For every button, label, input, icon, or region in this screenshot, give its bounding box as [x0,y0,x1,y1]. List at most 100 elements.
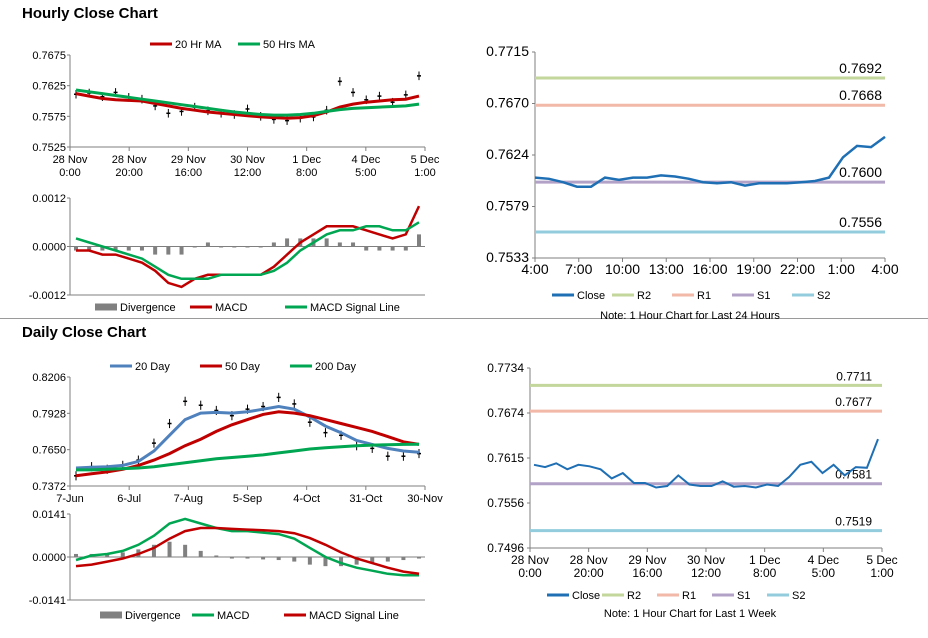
daily-levels-xtick-label-6-b: 1:00 [870,566,894,580]
hourly-levels-legend-label-0: Close [577,290,605,302]
daily-price-xtick-label-0: 7-Jun [56,493,84,505]
hourly-macd-divergence-bar-19 [324,238,329,247]
daily-levels-xtick-label-5-b: 5:00 [812,566,836,580]
hourly-levels-ytick-label-0: 0.7715 [486,43,529,59]
daily-levels-legend-label-0: Close [572,590,600,602]
daily-levels-label-S2: 0.7519 [835,515,872,529]
daily-macd-legend-label-0: Divergence [125,610,181,622]
section-divider [0,318,928,319]
daily-macd-divergence-bar-21 [401,557,406,561]
daily-macd-ytick-label-1: 0.0000 [32,552,66,564]
daily-macd-divergence-bar-9 [214,555,219,557]
hourly-macd-legend-label-0: Divergence [120,302,176,314]
hourly-levels-legend-label-1: R2 [637,290,651,302]
hourly-price-xtick-label-0-b: 0:00 [59,167,80,179]
hourly-price-series-1 [75,88,420,117]
hourly-levels-xtick-label-0: 4:00 [521,261,548,277]
hourly-levels-xtick-label-4: 16:00 [692,261,727,277]
daily-macd-series-1 [75,526,420,576]
daily-price-xtick-label-3: 5-Sep [233,493,262,505]
daily-levels-note: Note: 1 Hour Chart for Last 1 Week [604,608,777,620]
daily-levels-ytick-label-1: 0.7674 [487,406,524,420]
daily-macd-divergence-bar-10 [229,557,234,559]
hourly-price-xtick-label-6-a: 5 Dec [411,154,440,166]
daily-levels-xtick-label-3-a: 30 Nov [687,553,725,567]
hourly-price-xtick-label-2-b: 16:00 [175,167,203,179]
hourly-macd-divergence-bar-13 [245,246,250,248]
daily-levels-legend-label-1: R2 [627,590,641,602]
hourly-levels-note: Note: 1 Hour Chart for Last 24 Hours [600,310,780,322]
hourly-macd-divergence-bar-9 [192,246,197,248]
hourly-section-title: Hourly Close Chart [22,5,158,22]
hourly-price-xtick-label-1-b: 20:00 [115,167,143,179]
hourly-levels-legend-label-3: S1 [757,290,770,302]
hourly-levels-ytick-label-2: 0.7624 [486,146,529,162]
daily-levels-xtick-label-4-a: 1 Dec [749,553,780,567]
hourly-levels-legend-label-4: S2 [817,290,830,302]
daily-price-series-2 [76,442,420,472]
hourly-levels-xtick-label-5: 19:00 [736,261,771,277]
daily-section-title: Daily Close Chart [22,324,147,341]
hourly-levels-xtick-label-7: 1:00 [828,261,855,277]
hourly-levels-xtick-label-2: 10:00 [605,261,640,277]
daily-macd-divergence-bar-12 [261,557,266,560]
hourly-levels-xtick-label-3: 13:00 [649,261,684,277]
daily-levels-xtick-label-1-a: 28 Nov [570,553,608,567]
hourly-macd-divergence-bar-6 [153,246,158,255]
daily-levels-legend-label-3: S1 [737,590,750,602]
hourly-macd-divergence-bar-7 [166,246,171,255]
hourly-macd-legend-label-2: MACD Signal Line [310,302,400,314]
hourly-macd-divergence-bar-2 [100,246,105,251]
daily-macd-divergence-bar-19 [370,557,375,564]
daily-price-ytick-label-0: 0.8206 [32,372,66,384]
daily-price-ytick-label-2: 0.7650 [32,445,66,457]
daily-macd-legend-label-1: MACD [217,610,249,622]
daily-levels-ytick-label-3: 0.7556 [487,496,524,510]
hourly-price-ytick-label-0: 0.7675 [32,50,66,62]
daily-macd-divergence-bar-8 [198,550,203,557]
hourly-price-xtick-label-5-a: 4 Dec [351,154,380,166]
hourly-macd-divergence-bar-22 [364,246,369,251]
hourly-levels-close-line [534,135,886,188]
hourly-macd-divergence-bar-14 [258,246,263,248]
hourly-macd-divergence-bar-25 [403,246,408,251]
daily-macd-series-0 [75,517,419,577]
daily-macd-divergence-bar-3 [120,552,125,557]
hourly-price-xtick-label-0-a: 28 Nov [53,154,88,166]
daily-price-series-0 [75,404,420,470]
hourly-macd-divergence-bar-1 [87,246,92,251]
hourly-macd-divergence-bar-0 [74,246,78,251]
hourly-levels-label-S2: 0.7556 [839,214,882,230]
daily-levels-xtick-label-1-b: 20:00 [574,566,604,580]
daily-price-ytick-label-3: 0.7372 [32,481,66,493]
daily-macd-divergence-bar-7 [183,544,188,557]
daily-macd-divergence-bar-15 [307,557,312,565]
daily-levels-xtick-label-3-b: 12:00 [691,566,721,580]
hourly-price-ytick-label-1: 0.7625 [32,81,66,93]
daily-levels-xtick-label-0-a: 28 Nov [511,553,549,567]
hourly-levels-ytick-label-1: 0.7670 [486,95,529,111]
hourly-levels-xtick-label-6: 22:00 [780,261,815,277]
hourly-price-xtick-label-4-b: 8:00 [296,167,317,179]
daily-macd-divergence-bar-20 [385,557,390,562]
hourly-macd-divergence-bar-23 [377,246,382,251]
daily-macd-divergence-bar-13 [276,557,281,561]
daily-levels-legend-label-4: S2 [792,590,805,602]
daily-levels-label-S1: 0.7581 [835,468,872,482]
daily-price-xtick-label-4: 4-Oct [293,493,320,505]
daily-macd-ytick-label-0: 0.0141 [32,509,66,521]
daily-levels-legend-label-2: R1 [682,590,696,602]
hourly-price-xtick-label-2-a: 29 Nov [171,154,206,166]
daily-price-legend-label-0: 20 Day [135,361,170,373]
daily-price-xtick-label-2: 7-Aug [174,493,203,505]
hourly-macd-ytick-label-0: 0.0012 [32,193,66,205]
daily-levels-ytick-label-2: 0.7615 [487,451,524,465]
daily-macd-divergence-bar-17 [339,557,344,567]
daily-levels-label-R2: 0.7711 [836,369,872,383]
hourly-price-xtick-label-4-a: 1 Dec [292,154,321,166]
hourly-levels-xtick-label-1: 7:00 [565,261,592,277]
